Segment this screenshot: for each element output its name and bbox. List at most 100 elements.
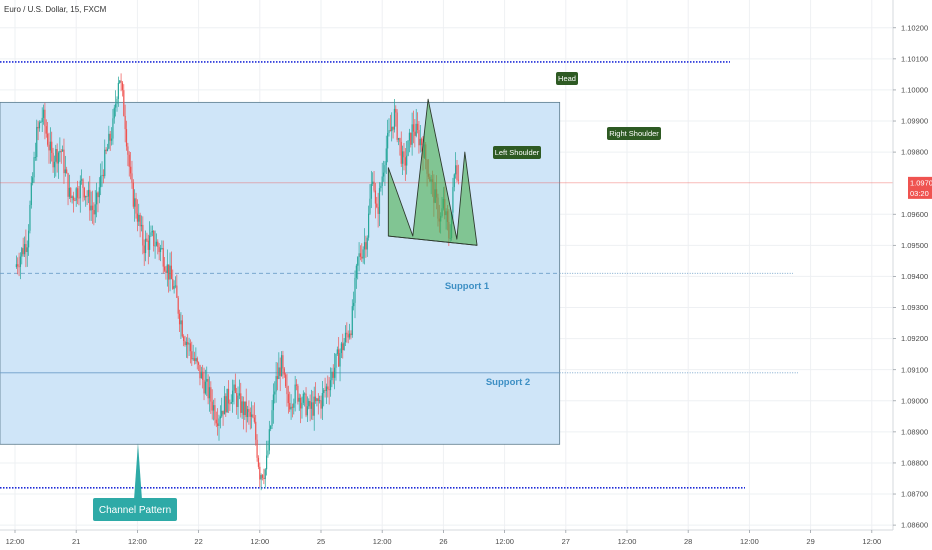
candle-body bbox=[183, 336, 185, 341]
candle-body bbox=[242, 401, 245, 416]
candle-body bbox=[150, 232, 152, 236]
candle-body bbox=[87, 189, 90, 197]
candle-body bbox=[64, 169, 66, 174]
candle-body bbox=[164, 266, 166, 271]
candle-body bbox=[140, 224, 143, 227]
candle-body bbox=[105, 149, 107, 152]
candle-body bbox=[98, 187, 100, 198]
candle-body bbox=[180, 320, 182, 325]
candle-body bbox=[353, 302, 355, 307]
time-axis[interactable]: 12:00 21 12:00 22 12:00 25 12:00 26 12:00 27 12:00… bbox=[0, 529, 932, 550]
candle-body bbox=[67, 173, 69, 197]
price-axis[interactable]: 1.10200 1.10100 1.10000 1.09900 1.09800 1.096… bbox=[892, 0, 932, 550]
candle-body bbox=[412, 124, 415, 132]
candle-body bbox=[187, 342, 189, 345]
candle-body bbox=[238, 393, 240, 396]
candle-body bbox=[169, 265, 171, 280]
candle-body bbox=[25, 244, 27, 253]
candle-body bbox=[89, 189, 91, 211]
candle-body bbox=[173, 286, 175, 289]
candle-body bbox=[41, 117, 43, 122]
candle-body bbox=[202, 371, 204, 380]
candle-body bbox=[240, 393, 242, 413]
candle-body bbox=[48, 144, 50, 151]
candle-body bbox=[400, 141, 402, 164]
candle-body bbox=[75, 188, 77, 201]
time-tick-label: 25 bbox=[317, 537, 325, 546]
candle-body bbox=[91, 205, 94, 210]
candle-body bbox=[410, 132, 412, 145]
candle-body bbox=[203, 379, 205, 394]
candle-body bbox=[130, 166, 132, 174]
candle-body bbox=[177, 297, 179, 314]
candle-body bbox=[227, 388, 230, 404]
candle-body bbox=[53, 161, 56, 168]
candle-body bbox=[274, 391, 276, 395]
candle-body bbox=[83, 187, 85, 198]
candle-body bbox=[29, 204, 31, 231]
candle-body bbox=[15, 264, 17, 268]
candle-body bbox=[376, 203, 378, 208]
candle-body bbox=[210, 387, 212, 402]
candle-body bbox=[57, 152, 60, 164]
annotations: Head Left Shoulder Right Shoulder Channel P… bbox=[93, 72, 661, 521]
candle-body bbox=[276, 376, 279, 380]
candle-body bbox=[325, 386, 328, 391]
left-shoulder-label: Left Shoulder bbox=[495, 148, 540, 157]
candle-body bbox=[116, 98, 118, 105]
candle-body bbox=[222, 410, 224, 415]
candle-body bbox=[26, 247, 28, 253]
candle-body bbox=[253, 417, 255, 422]
candle-body bbox=[102, 174, 104, 177]
candle-body bbox=[370, 183, 372, 199]
time-tick-label: 12:00 bbox=[618, 537, 637, 546]
candle-body bbox=[286, 386, 288, 395]
head-and-shoulders-pattern bbox=[387, 98, 478, 246]
candle-body bbox=[223, 396, 226, 415]
candle-body bbox=[94, 204, 96, 215]
candle-body bbox=[305, 393, 307, 416]
time-tick-label: 12:00 bbox=[495, 537, 514, 546]
right-shoulder-label: Right Shoulder bbox=[609, 129, 659, 138]
candle-body bbox=[363, 242, 366, 250]
candle-body bbox=[121, 82, 124, 91]
candle-body bbox=[402, 151, 404, 164]
bar-countdown: 03:20 bbox=[910, 189, 929, 198]
time-tick-label: 28 bbox=[684, 537, 692, 546]
candle-body bbox=[217, 423, 219, 427]
candle-body bbox=[411, 124, 413, 145]
candle-body bbox=[335, 353, 337, 368]
candle-body bbox=[453, 174, 455, 188]
candle-body bbox=[154, 245, 156, 247]
candle-body bbox=[282, 355, 284, 369]
candle-body bbox=[109, 133, 111, 141]
candle-body bbox=[317, 398, 319, 402]
candle-body bbox=[215, 419, 217, 424]
candle-body bbox=[403, 151, 405, 158]
candle-body bbox=[147, 240, 149, 250]
candle-body bbox=[139, 214, 141, 227]
candle-body bbox=[271, 410, 273, 427]
candle-body bbox=[199, 364, 201, 379]
time-axis-bg bbox=[0, 530, 932, 550]
candle-body bbox=[81, 179, 83, 181]
head-and-shoulders-shape bbox=[387, 98, 478, 246]
candle-body bbox=[387, 132, 389, 149]
candle-body bbox=[106, 148, 109, 152]
price-tick-label: 1.10100 bbox=[901, 54, 928, 63]
candle-body bbox=[18, 266, 20, 268]
candle-body bbox=[275, 376, 277, 392]
candle-body bbox=[229, 403, 231, 405]
candle-body bbox=[388, 130, 390, 133]
candle-body bbox=[32, 177, 34, 183]
candle-body bbox=[270, 426, 272, 430]
time-tick-label: 12:00 bbox=[6, 537, 25, 546]
candle-body bbox=[196, 358, 198, 363]
price-tick-label: 1.09100 bbox=[901, 365, 928, 374]
candle-body bbox=[415, 123, 417, 136]
head-label: Head bbox=[558, 74, 576, 83]
price-tick-label: 1.09600 bbox=[901, 210, 928, 219]
candle-body bbox=[456, 165, 458, 180]
candle-body bbox=[358, 253, 360, 258]
